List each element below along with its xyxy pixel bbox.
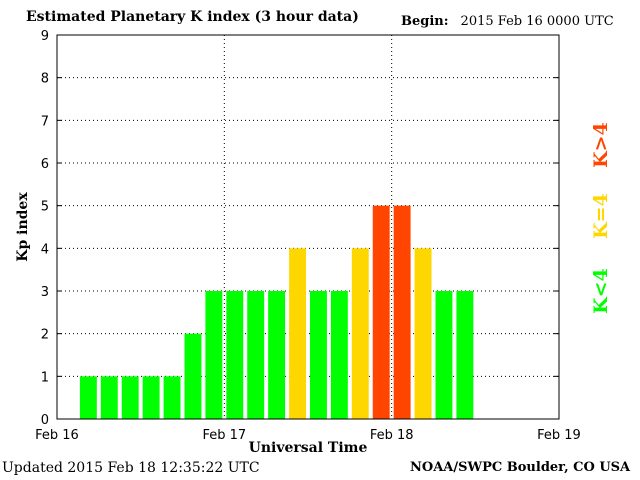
kp-bar bbox=[268, 291, 286, 419]
x-tick-label: Feb 16 bbox=[35, 428, 79, 443]
y-tick-label: 3 bbox=[41, 285, 49, 300]
y-axis-label: Kp index bbox=[15, 192, 31, 262]
kp-bar bbox=[121, 376, 139, 419]
y-tick-label: 9 bbox=[41, 29, 49, 44]
x-tick-labels: Feb 16 Feb 17 Feb 18 Feb 19 bbox=[35, 428, 581, 443]
y-tick-labels: 0 1 2 3 4 5 6 7 8 9 bbox=[41, 29, 559, 428]
kp-bar bbox=[184, 333, 202, 419]
y-tick-label: 0 bbox=[41, 413, 49, 428]
kp-bar bbox=[310, 291, 327, 419]
kp-bar bbox=[163, 376, 181, 419]
kp-bar bbox=[351, 248, 369, 419]
kp-bar bbox=[142, 376, 160, 419]
legend: K<4 K=4 K>4 bbox=[590, 122, 612, 314]
begin-value: 2015 Feb 16 0000 UTC bbox=[460, 14, 614, 29]
kp-bar bbox=[205, 291, 223, 419]
credit: NOAA/SWPC Boulder, CO USA bbox=[410, 460, 631, 475]
plot-frame bbox=[56, 34, 560, 420]
legend-item: K<4 bbox=[590, 268, 612, 314]
kp-bar bbox=[79, 376, 97, 419]
chart-title: Estimated Planetary K index (3 hour data… bbox=[26, 9, 359, 25]
legend-item: K>4 bbox=[590, 122, 612, 168]
kp-bar bbox=[226, 291, 244, 419]
legend-item: K=4 bbox=[590, 193, 612, 239]
x-axis-label: Universal Time bbox=[249, 440, 368, 456]
y-tick-label: 2 bbox=[41, 328, 49, 343]
kp-bar bbox=[393, 205, 411, 419]
updated-time: Updated 2015 Feb 18 12:35:22 UTC bbox=[2, 460, 260, 476]
kp-bar bbox=[435, 291, 453, 419]
y-tick-label: 4 bbox=[41, 242, 49, 257]
kp-bar bbox=[372, 205, 390, 419]
kp-bar bbox=[100, 376, 118, 419]
x-tick-label: Feb 17 bbox=[202, 428, 246, 443]
kp-bar bbox=[456, 291, 474, 419]
y-tick-label: 5 bbox=[41, 200, 49, 215]
kp-bar bbox=[289, 248, 306, 419]
y-tick-label: 8 bbox=[41, 72, 49, 87]
y-tick-label: 1 bbox=[41, 370, 49, 385]
kp-bar bbox=[330, 291, 348, 419]
x-tick-label: Feb 18 bbox=[370, 428, 414, 443]
x-tick-label: Feb 19 bbox=[537, 428, 581, 443]
y-tick-label: 6 bbox=[41, 157, 49, 172]
kp-bar bbox=[247, 291, 265, 419]
bars bbox=[79, 205, 474, 419]
kp-bar bbox=[414, 248, 432, 419]
grid-lines bbox=[57, 35, 559, 419]
y-tick-label: 7 bbox=[41, 114, 49, 129]
begin-time: Begin: 2015 Feb 16 0000 UTC bbox=[401, 14, 614, 29]
begin-label: Begin: bbox=[401, 14, 449, 29]
